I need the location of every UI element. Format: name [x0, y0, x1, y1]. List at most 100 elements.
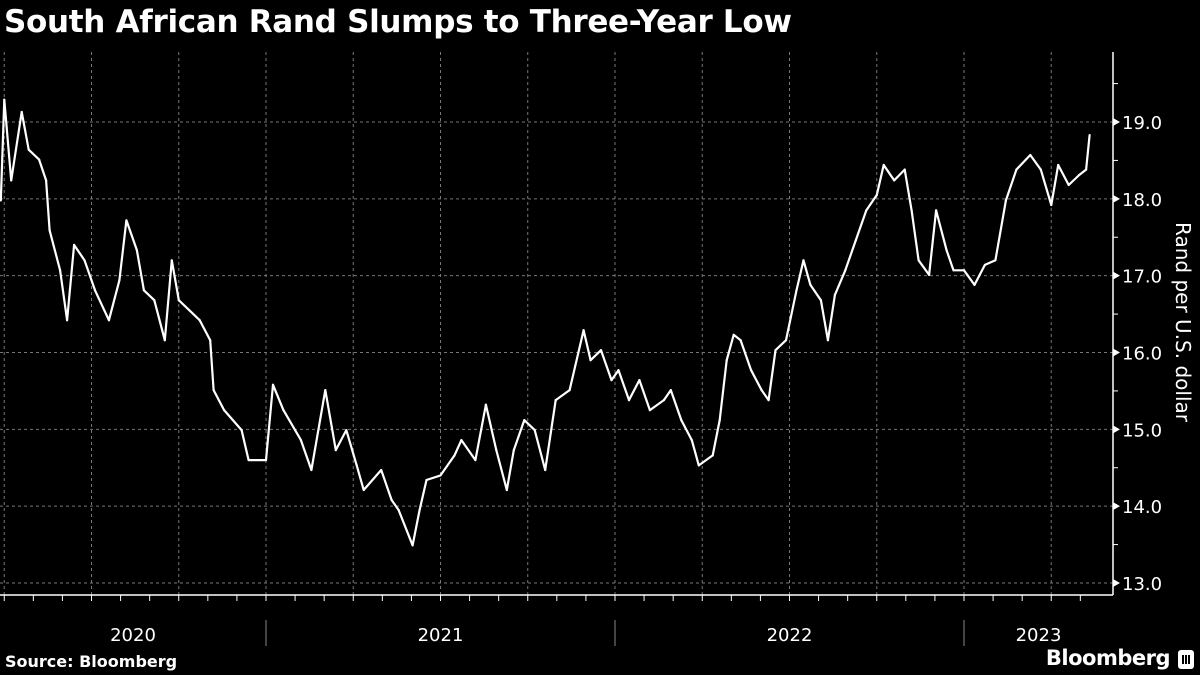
data-point [1039, 168, 1042, 171]
data-point [20, 110, 23, 114]
data-point [27, 148, 30, 151]
y-tick-label: 13.0 [1122, 574, 1162, 595]
data-point [72, 243, 76, 247]
data-point [153, 299, 156, 302]
data-point [711, 454, 714, 457]
data-point [610, 379, 613, 382]
x-tick-label: 2022 [767, 625, 813, 646]
source-note: Source: Bloomberg [5, 652, 178, 671]
y-tick-label: 17.0 [1122, 267, 1162, 288]
data-point [418, 508, 421, 512]
data-point [854, 239, 857, 242]
data-point [767, 399, 770, 402]
data-point [310, 468, 313, 472]
data-point [669, 389, 672, 392]
data-point [680, 419, 683, 422]
data-point [718, 419, 721, 422]
data-point [505, 488, 508, 492]
data-point [945, 249, 948, 252]
data-point [142, 289, 145, 292]
data-point [994, 259, 997, 262]
data-point [774, 349, 777, 352]
data-point [910, 209, 913, 212]
data-point [170, 259, 173, 262]
y-tick-label: 15.0 [1122, 420, 1162, 441]
data-point [334, 448, 337, 452]
data-point [934, 209, 938, 212]
data-point [627, 399, 631, 402]
data-point [495, 448, 498, 452]
data-point [125, 219, 128, 222]
x-tick-label: 2020 [110, 625, 156, 646]
y-tick-marker [1113, 502, 1120, 511]
data-point [65, 319, 69, 322]
axes: 13.0 14.0 15.0 16.0 17.0 18.0 19.0 2020 2021 2022… [0, 52, 1162, 646]
data-point [844, 269, 847, 272]
data-point [1088, 133, 1091, 137]
y-axis-label: Rand per U.S. dollar [1171, 222, 1195, 423]
data-point [662, 399, 665, 402]
data-point [1029, 153, 1032, 157]
data-point [962, 269, 966, 272]
data-point [380, 468, 383, 472]
data-point [264, 458, 268, 462]
data-point [599, 349, 603, 352]
y-tick-label: 16.0 [1122, 343, 1162, 364]
data-point [739, 339, 742, 342]
data-point [299, 438, 302, 442]
data-point [784, 339, 788, 342]
data-point [1078, 173, 1081, 177]
data-point [568, 389, 571, 392]
data-point [397, 508, 400, 512]
data-point [697, 464, 700, 467]
data-point [833, 293, 836, 296]
data-point [484, 403, 487, 406]
data-point [802, 259, 805, 262]
data-point [928, 273, 931, 276]
data-point [453, 454, 456, 457]
y-tick-label: 14.0 [1122, 497, 1162, 518]
data-point [212, 389, 215, 392]
y-tick-marker [1113, 271, 1120, 280]
data-point [523, 419, 526, 422]
y-tick-marker [1113, 348, 1120, 357]
data-point [48, 229, 51, 232]
y-tick-label: 18.0 [1122, 190, 1162, 211]
data-point [38, 158, 41, 161]
data-point [512, 448, 515, 452]
data-point [882, 163, 885, 167]
data-point [1057, 163, 1060, 167]
data-point [760, 389, 763, 392]
data-point [439, 474, 442, 477]
data-point [163, 339, 166, 342]
data-point [3, 98, 6, 101]
data-point [554, 399, 557, 402]
data-point [917, 259, 920, 262]
y-tick-marker [1113, 118, 1120, 126]
data-point [1015, 168, 1018, 171]
series-line-usd-zar [0, 98, 1091, 547]
data-point [582, 329, 585, 332]
data-point [474, 458, 477, 462]
data-point [795, 289, 798, 292]
data-point [809, 283, 812, 286]
data-point [690, 438, 693, 442]
data-point [93, 289, 97, 292]
data-point [240, 428, 243, 432]
data-point [617, 369, 620, 372]
data-point [223, 409, 226, 412]
data-point [875, 193, 878, 197]
data-point [973, 283, 976, 286]
data-point [83, 259, 86, 262]
data-point [324, 389, 327, 392]
data-point [247, 458, 250, 462]
data-point [1067, 183, 1070, 187]
data-point [952, 269, 955, 272]
y-tick-marker [1113, 425, 1120, 434]
data-point [107, 319, 111, 322]
data-point [589, 359, 592, 362]
brand-logo: Bloomberg [1045, 646, 1171, 670]
data-point [1085, 168, 1088, 171]
bloomberg-chart-icon [1178, 650, 1194, 669]
y-tick-marker [1113, 194, 1120, 203]
